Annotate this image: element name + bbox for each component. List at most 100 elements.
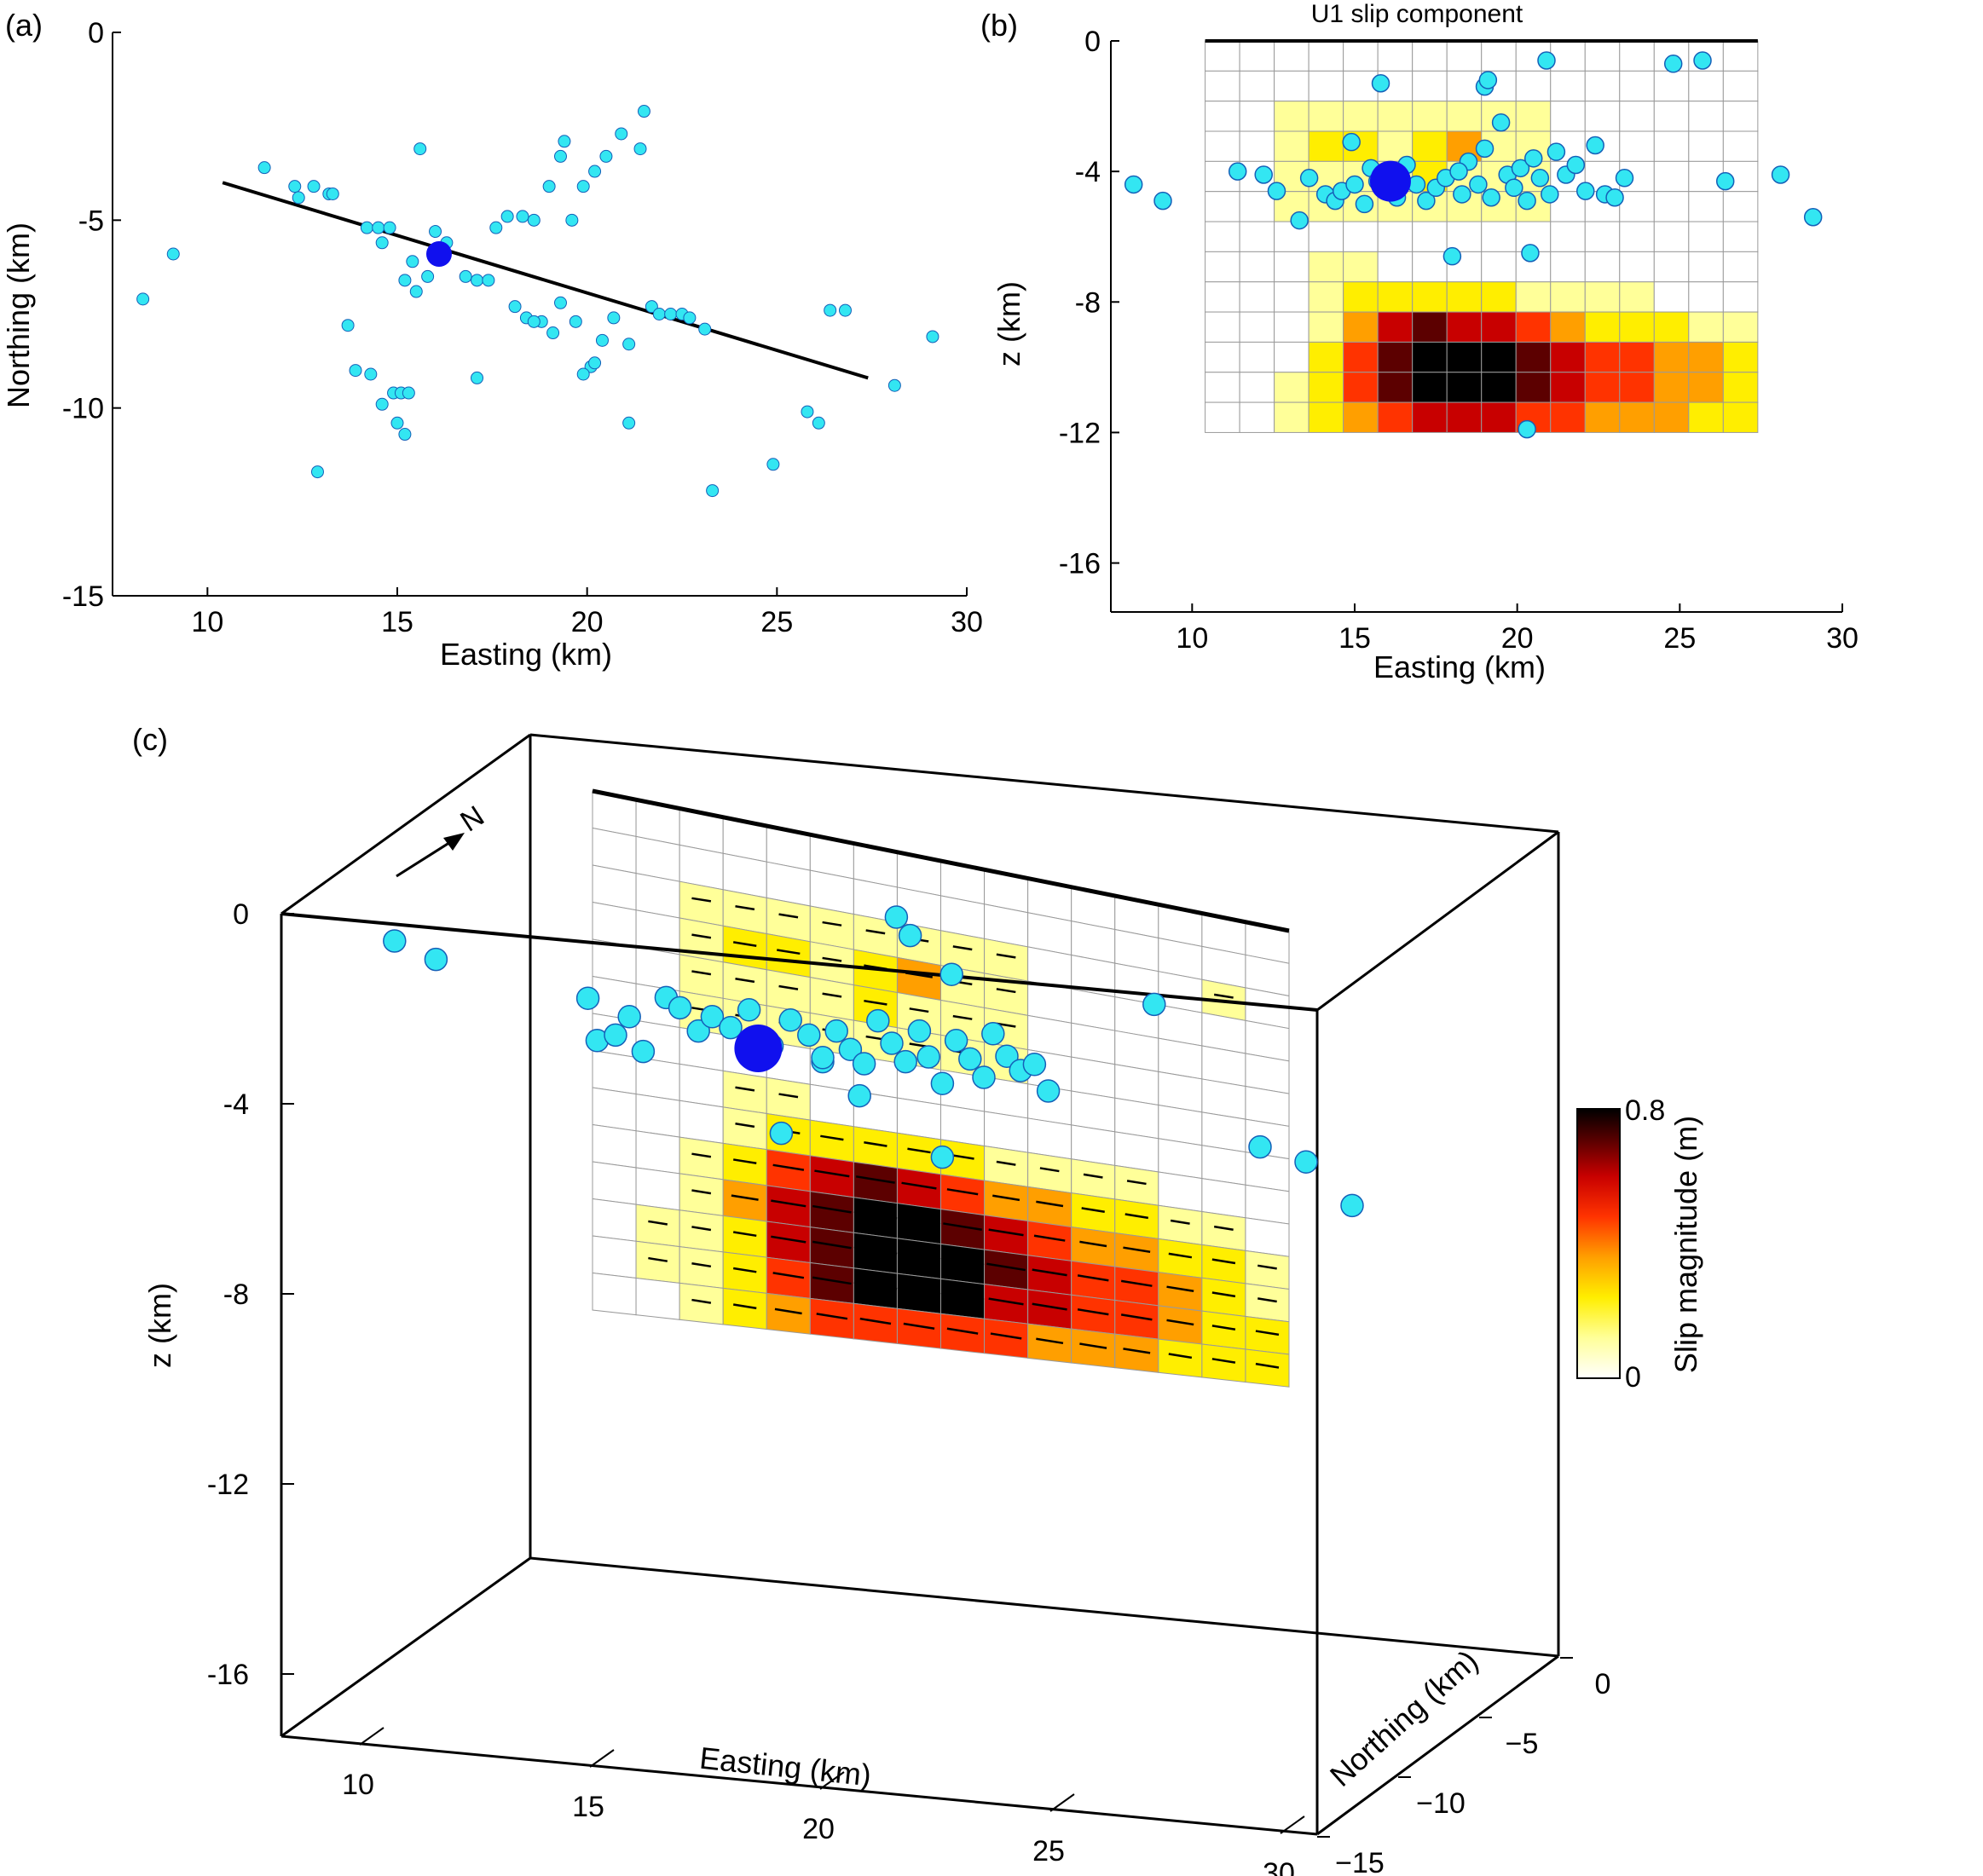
panel-c-slip-vector	[1077, 1308, 1109, 1316]
panel-c-slip-vector	[735, 904, 755, 911]
panel-b-ticks: 10 15 20 25 30 0 -4 -8 -12 -16	[1059, 26, 1859, 655]
panel-c-slip-cell	[1245, 1217, 1290, 1257]
panel-a-aftershock	[459, 269, 472, 283]
panel-c-aftershock	[944, 1029, 968, 1053]
panel-c-slip-cell	[1245, 1250, 1290, 1290]
north-arrow-icon: N	[396, 799, 490, 878]
panel-c-slip-vector	[778, 984, 799, 990]
panel-c-slip-cell	[1114, 1333, 1159, 1373]
panel-b-slip-cell	[1412, 130, 1448, 162]
panel-a-aftershock	[698, 322, 712, 336]
panel-c-aftershock	[916, 1045, 940, 1069]
north-arrow-label: N	[454, 799, 489, 838]
panel-c-slip-vector	[940, 1291, 985, 1302]
panel-c-slip-cell	[722, 1251, 767, 1294]
panel-c-slip-vector	[691, 970, 712, 976]
panel-b-slip-cell	[1274, 130, 1309, 162]
panel-c-aftershock	[1022, 1053, 1047, 1077]
panel-c-slip-cell	[1158, 1171, 1203, 1213]
panel-a-aftershock	[349, 364, 362, 378]
panel-c-slip-vector	[1126, 1180, 1147, 1186]
panel-c-slip-vector	[812, 1204, 852, 1214]
panel-a-aftershock	[390, 416, 404, 430]
panel-b-aftershock	[1299, 169, 1319, 188]
panel-b-slip-cell	[1584, 251, 1621, 283]
panel-c-slip-vector	[1120, 1313, 1153, 1321]
panel-b-slip-cell	[1653, 70, 1690, 102]
panel-b-slip-cell	[1584, 341, 1621, 373]
panel-c-slip-cell	[984, 1111, 1029, 1153]
panel-c-slip-vector	[1077, 1274, 1109, 1282]
panel-b-slip-cell	[1274, 372, 1309, 403]
panel-b-axes	[1110, 41, 1842, 613]
panel-c-slip-vector	[988, 1228, 1024, 1237]
panel-b-slip-cell	[1412, 401, 1448, 433]
panel-b-slip-cell	[1446, 401, 1483, 433]
panel-b-aftershock	[1575, 182, 1595, 200]
panel-c-slip-vector	[822, 921, 842, 926]
panel-a-y-label: Northing (km)	[1, 222, 36, 408]
panel-b-slip-cell	[1274, 251, 1309, 283]
panel-c-aftershock	[617, 1005, 641, 1029]
panel-c-slip-cell	[1201, 1277, 1246, 1318]
panel-b-aftershock	[1803, 207, 1823, 227]
panel-a-aftershock	[607, 311, 621, 325]
panel-b-aftershock	[1615, 169, 1634, 188]
panel-b-slip-cell	[1446, 341, 1483, 373]
panel-c-aftershock	[893, 1049, 917, 1074]
panel-b-slip-cell	[1722, 341, 1759, 373]
panel-b-slip-cell	[1688, 372, 1724, 403]
panel-b-y-tick-label: 0	[1084, 26, 1101, 58]
panel-c-slip-cell	[722, 1215, 767, 1258]
panel-b-slip-cell	[1308, 70, 1344, 102]
panel-c-slip-vector	[1039, 1167, 1060, 1173]
panel-b-slip-cell	[1481, 281, 1517, 313]
panel-b-slip-cell	[1308, 101, 1344, 132]
panel-a-aftershock	[307, 180, 321, 193]
panel-c-slip-vector	[946, 1188, 979, 1196]
panel-c-slip-cell	[940, 1104, 986, 1147]
panel-c-slip-cell	[1201, 1210, 1246, 1251]
panel-c-box-edge	[280, 1556, 531, 1738]
panel-b-y-label: z (km)	[992, 281, 1026, 367]
panel-b-slip-cell	[1481, 401, 1517, 433]
panel-c-aftershock	[686, 1019, 710, 1043]
panel-b-aftershock	[1417, 191, 1436, 211]
panel-a-aftershock	[615, 127, 628, 141]
panel-c-northing-tick-label: −15	[1335, 1847, 1385, 1876]
panel-b-aftershock	[1663, 55, 1683, 73]
panel-a-aftershock	[489, 221, 503, 234]
panel-b-slip-cell	[1239, 401, 1275, 433]
panel-c-slip-vector	[996, 988, 1016, 994]
panel-a-aftershock	[553, 149, 567, 163]
panel-c-aftershock	[575, 986, 600, 1010]
panel-b-aftershock	[1605, 188, 1624, 207]
panel-b-slip-cell	[1412, 281, 1448, 313]
panel-b-slip-cell	[1653, 281, 1690, 313]
panel-c-slip-cell	[1027, 1117, 1072, 1160]
panel-c-slip-cell	[1158, 1238, 1203, 1279]
panel-c-slip-vector	[732, 941, 757, 947]
panel-c-slip-vector	[774, 1307, 802, 1315]
panel-b-slip-cell	[1653, 160, 1690, 193]
panel-c-slip-vector	[814, 1169, 850, 1178]
panel-b-slip-cell	[1653, 341, 1690, 373]
panel-c-aftershock	[930, 1145, 955, 1169]
panel-c-slip-vector	[1032, 1302, 1067, 1311]
colorbar-min-label: 0	[1625, 1361, 1641, 1394]
panel-a-mainshock	[425, 240, 452, 267]
panel-b-slip-cell	[1239, 130, 1275, 162]
panel-b-x-label: Easting (km)	[1373, 649, 1546, 684]
panel-a-aftershock	[326, 187, 339, 200]
panel-c-slip-vector	[1257, 1264, 1277, 1270]
panel-c-slip-vector	[996, 1022, 1016, 1028]
panel-c-slip-cell	[635, 1167, 680, 1211]
panel-c-aftershock	[898, 923, 922, 948]
panel-b-slip-cell	[1343, 221, 1379, 252]
panel-c-slip-vector	[946, 1327, 979, 1335]
panel-b-slip-cell	[1205, 70, 1240, 102]
panel-c-z-tick-label: 0	[233, 898, 249, 931]
panel-b-y-tick-label: -4	[1075, 156, 1101, 188]
panel-a-aftershock	[508, 300, 522, 314]
panel-c-slip-vector	[986, 1262, 1026, 1272]
